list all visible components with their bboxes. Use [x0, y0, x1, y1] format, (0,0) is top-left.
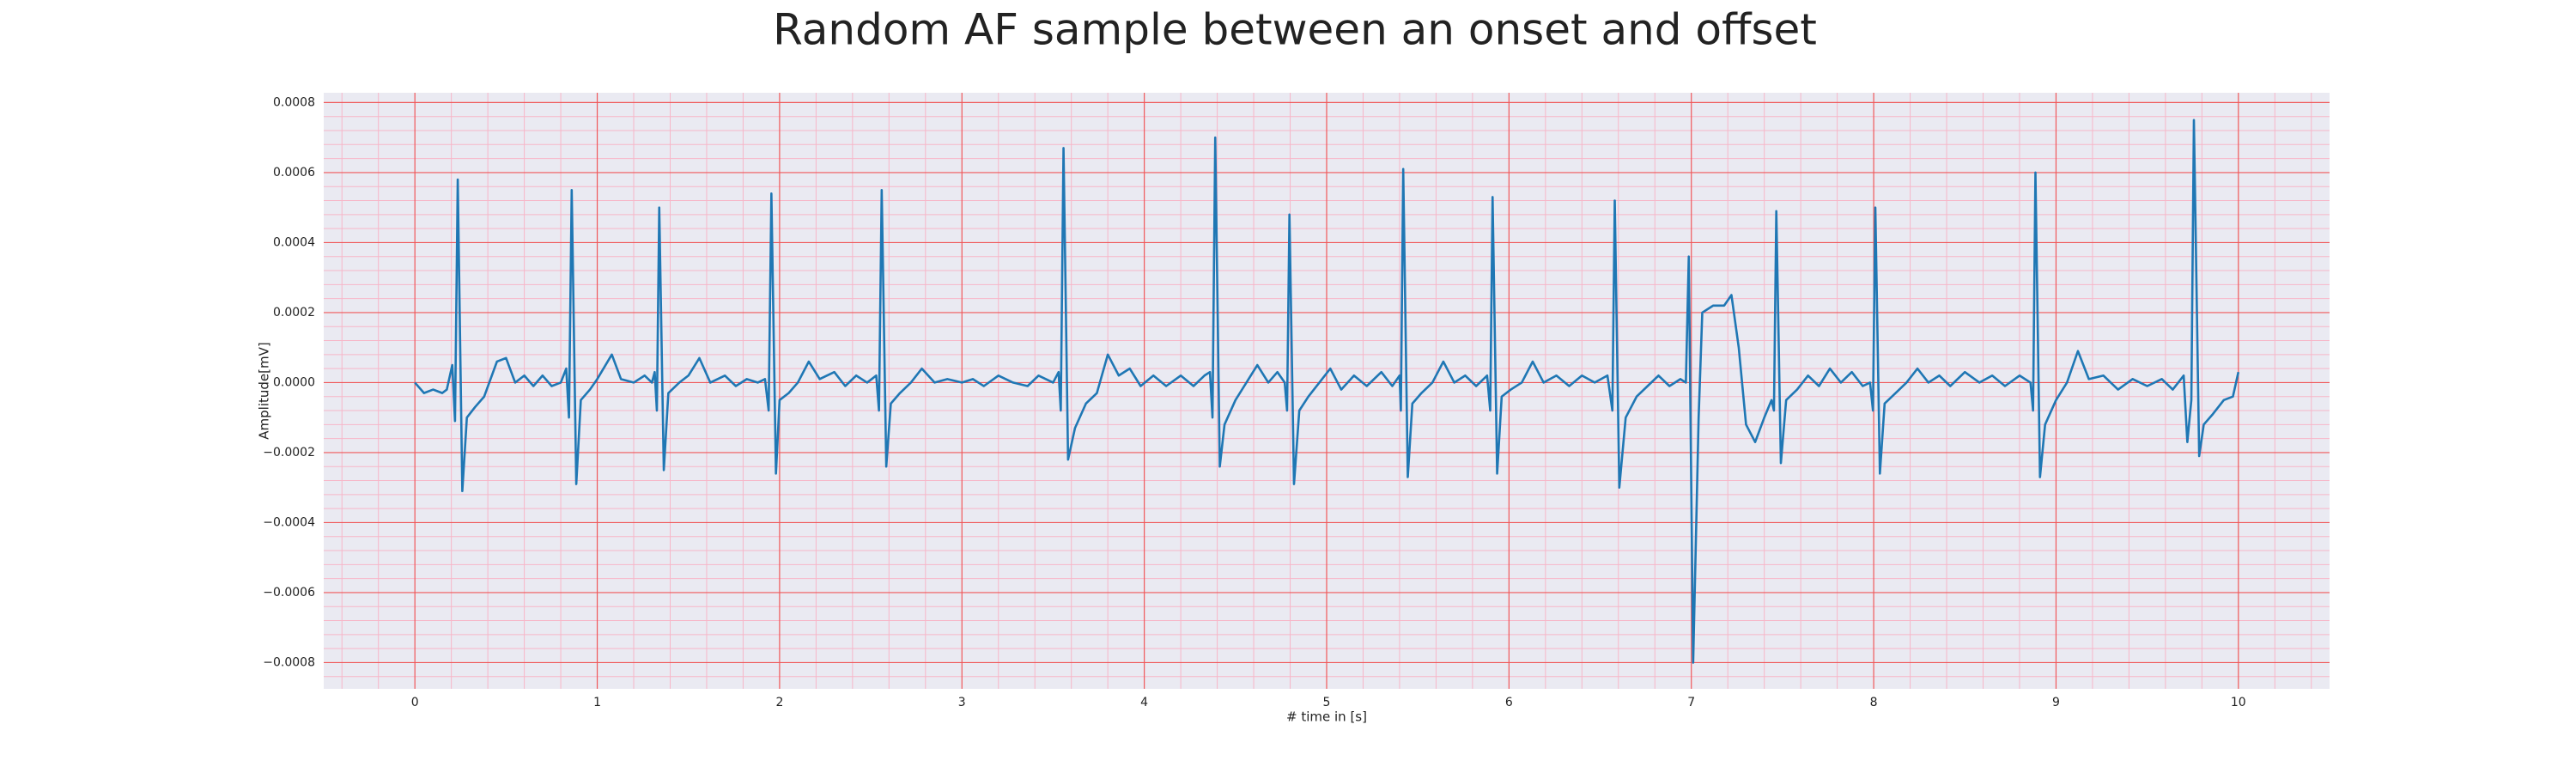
y-tick-label: 0.0002: [273, 306, 315, 320]
y-tick-label: −0.0002: [263, 446, 315, 460]
y-tick-label: 0.0004: [273, 235, 315, 249]
y-tick-label: −0.0006: [263, 586, 315, 600]
signal-line: [414, 119, 2240, 664]
x-tick-label: 4: [1140, 696, 1148, 709]
chart-title: Random AF sample between an onset and of…: [773, 5, 1817, 55]
x-tick-label: 9: [2052, 696, 2060, 709]
y-axis-label: Amplitude[mV]: [257, 342, 272, 439]
y-tick-label: 0.0006: [273, 166, 315, 180]
x-tick-label: 3: [958, 696, 966, 709]
x-axis-label: # time in [s]: [1286, 709, 1367, 725]
y-tick-label: 0.0008: [273, 95, 315, 109]
x-tick-label: 6: [1505, 696, 1513, 709]
x-tick-label: 1: [593, 696, 601, 709]
x-tick-label: 0: [411, 696, 419, 709]
y-tick-label: 0.0000: [273, 375, 315, 389]
x-tick-label: 7: [1687, 696, 1695, 709]
x-tick-label: 5: [1323, 696, 1331, 709]
x-tick-label: 2: [775, 696, 783, 709]
y-tick-label: −0.0004: [263, 515, 315, 529]
y-tick-label: −0.0008: [263, 655, 315, 669]
x-tick-label: 10: [2231, 696, 2246, 709]
x-tick-label: 8: [1870, 696, 1878, 709]
